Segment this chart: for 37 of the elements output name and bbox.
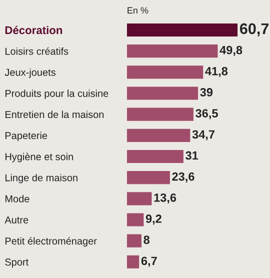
bar	[126, 150, 184, 164]
data-label: 6,7	[141, 256, 157, 267]
y-tick-label: Petit électroménager	[6, 237, 97, 247]
bar	[126, 44, 218, 58]
y-tick-label: Décoration	[5, 26, 62, 34]
data-label: 41,8	[205, 66, 228, 78]
data-label: 60,7	[240, 23, 268, 36]
bar	[126, 128, 190, 142]
data-label: 39	[200, 88, 213, 96]
bar	[126, 255, 140, 268]
bar	[126, 66, 204, 79]
bar	[126, 86, 198, 100]
data-label: 31	[186, 151, 198, 160]
bar	[126, 108, 194, 121]
y-tick-label: Papeterie	[6, 132, 48, 142]
y-tick-label: Autre	[4, 216, 28, 224]
data-label: 49,8	[220, 46, 242, 56]
data-label: 13,6	[154, 193, 176, 204]
y-tick-label: Sport	[5, 258, 29, 268]
y-tick-label: Mode	[6, 195, 30, 202]
data-label: 8	[144, 236, 150, 244]
data-label: 9,2	[146, 214, 162, 225]
y-tick-label: Jeux-jouets	[4, 68, 56, 78]
x-axis-title: En %	[128, 7, 148, 14]
bar	[126, 213, 144, 226]
bar	[126, 171, 170, 184]
bar	[126, 234, 142, 248]
bar	[126, 192, 152, 206]
data-label: 34,7	[192, 130, 214, 140]
y-tick-label: Loisirs créatifs	[6, 47, 68, 55]
data-label: 36,5	[196, 109, 218, 120]
y-tick-label: Entretien de la maison	[6, 110, 104, 118]
data-label: 23,6	[172, 172, 194, 182]
y-tick-label: Linge de maison	[6, 174, 78, 184]
y-tick-label: Hygiène et soin	[6, 152, 73, 162]
bar	[126, 23, 238, 37]
y-tick-label: Produits pour la cuisine	[6, 90, 108, 99]
